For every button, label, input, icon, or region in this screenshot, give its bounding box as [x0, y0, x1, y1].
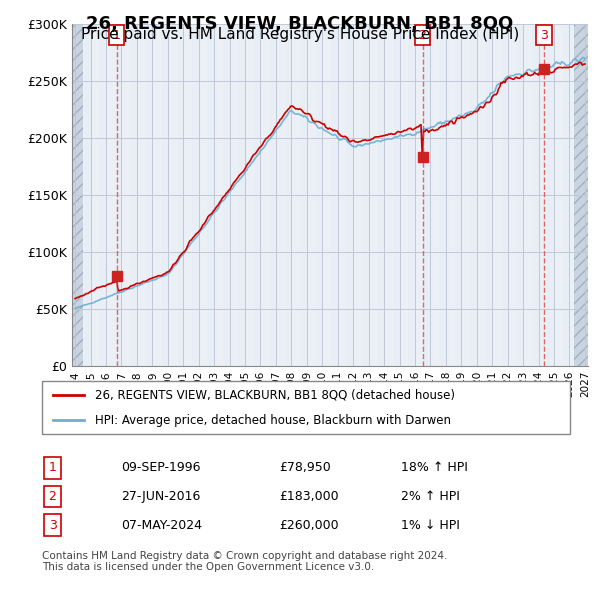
- Bar: [554, 24, 562, 366]
- Bar: [585, 24, 593, 366]
- Bar: [245, 24, 253, 366]
- Text: 2: 2: [419, 29, 427, 42]
- Bar: [539, 24, 546, 366]
- Bar: [137, 24, 145, 366]
- Bar: [322, 24, 330, 366]
- Text: 26, REGENTS VIEW, BLACKBURN, BB1 8QQ (detached house): 26, REGENTS VIEW, BLACKBURN, BB1 8QQ (de…: [95, 389, 455, 402]
- Bar: [574, 24, 597, 366]
- Bar: [91, 24, 98, 366]
- Bar: [400, 24, 407, 366]
- Bar: [230, 24, 238, 366]
- Text: 07-MAY-2024: 07-MAY-2024: [121, 519, 202, 532]
- Text: Price paid vs. HM Land Registry's House Price Index (HPI): Price paid vs. HM Land Registry's House …: [81, 27, 519, 41]
- Bar: [214, 24, 222, 366]
- Bar: [477, 24, 484, 366]
- Text: 27-JUN-2016: 27-JUN-2016: [121, 490, 200, 503]
- Text: 2% ↑ HPI: 2% ↑ HPI: [401, 490, 460, 503]
- FancyBboxPatch shape: [42, 381, 570, 434]
- Bar: [183, 24, 191, 366]
- Text: £78,950: £78,950: [280, 461, 331, 474]
- Bar: [121, 24, 129, 366]
- Text: 2: 2: [49, 490, 56, 503]
- Text: 18% ↑ HPI: 18% ↑ HPI: [401, 461, 468, 474]
- Text: 1% ↓ HPI: 1% ↓ HPI: [401, 519, 460, 532]
- Bar: [384, 24, 392, 366]
- Text: 26, REGENTS VIEW, BLACKBURN, BB1 8QQ: 26, REGENTS VIEW, BLACKBURN, BB1 8QQ: [86, 15, 514, 33]
- Bar: [508, 24, 515, 366]
- Text: 1: 1: [49, 461, 56, 474]
- Bar: [75, 24, 83, 366]
- Text: £183,000: £183,000: [280, 490, 339, 503]
- Bar: [106, 24, 114, 366]
- Bar: [430, 24, 438, 366]
- Bar: [199, 24, 206, 366]
- Text: HPI: Average price, detached house, Blackburn with Darwen: HPI: Average price, detached house, Blac…: [95, 414, 451, 427]
- Bar: [276, 24, 284, 366]
- Text: 3: 3: [49, 519, 56, 532]
- Bar: [446, 24, 454, 366]
- Bar: [492, 24, 500, 366]
- Text: 3: 3: [540, 29, 548, 42]
- Bar: [523, 24, 531, 366]
- Bar: [368, 24, 376, 366]
- Text: Contains HM Land Registry data © Crown copyright and database right 2024.
This d: Contains HM Land Registry data © Crown c…: [42, 550, 448, 572]
- Bar: [260, 24, 268, 366]
- Bar: [415, 24, 422, 366]
- Bar: [292, 24, 299, 366]
- Bar: [461, 24, 469, 366]
- Bar: [307, 24, 314, 366]
- Bar: [338, 24, 346, 366]
- Bar: [353, 24, 361, 366]
- Bar: [168, 24, 176, 366]
- Text: 09-SEP-1996: 09-SEP-1996: [121, 461, 201, 474]
- Text: £260,000: £260,000: [280, 519, 339, 532]
- Bar: [72, 24, 83, 366]
- Text: 1: 1: [113, 29, 121, 42]
- Bar: [569, 24, 577, 366]
- Bar: [152, 24, 160, 366]
